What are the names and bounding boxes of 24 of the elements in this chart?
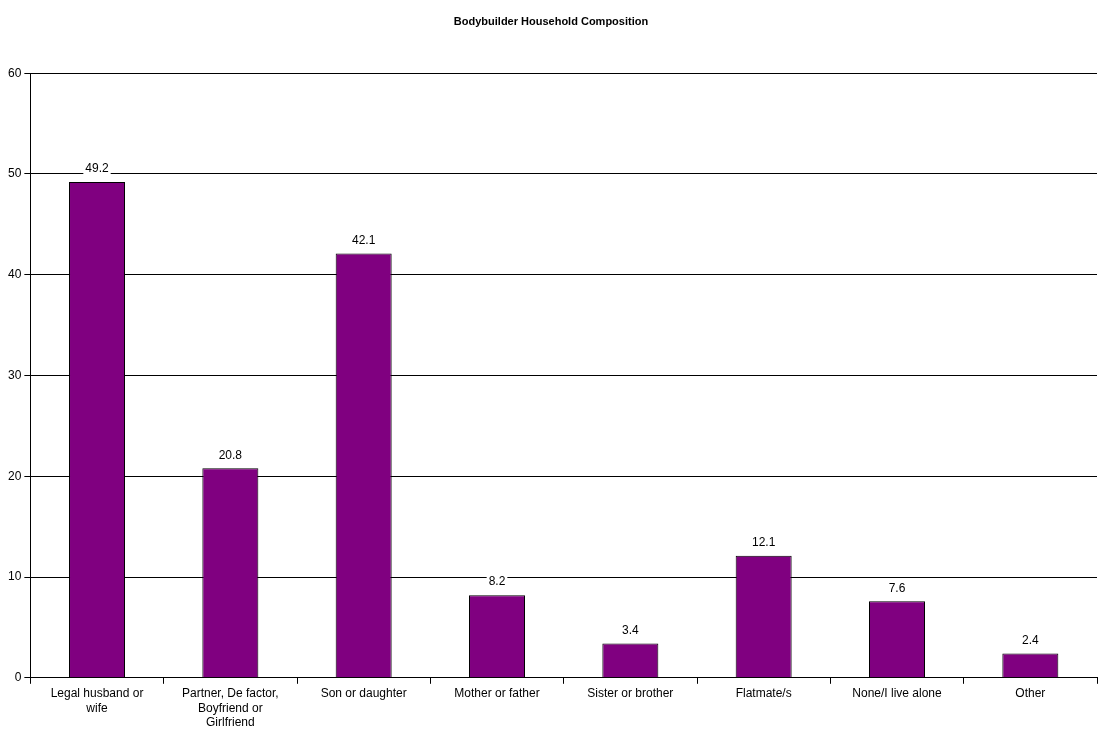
x-tick-label: None/I live alone <box>852 686 943 701</box>
x-tick-label: Son or daughter <box>320 686 407 701</box>
data-label: 42.1 <box>352 232 376 247</box>
y-tick-label: 60 <box>7 65 22 80</box>
y-tick-label: 0 <box>14 670 22 685</box>
x-tick-label: Flatmate/s <box>735 686 792 701</box>
data-label: 2.4 <box>1021 632 1039 647</box>
data-label: 3.4 <box>622 622 639 637</box>
y-tick-label: 50 <box>7 166 22 181</box>
data-label: 49.2 <box>85 161 110 176</box>
x-tick-label: Legal husband or wife <box>50 686 144 715</box>
x-tick-label: Partner, De factor, Boyfriend or Girlfriend <box>181 686 279 730</box>
x-tick-label: Mother or father <box>454 686 540 701</box>
y-tick-label: 20 <box>7 468 22 483</box>
y-tick-label: 30 <box>7 367 22 382</box>
data-label: 8.2 <box>488 574 506 589</box>
y-tick-label: 40 <box>7 267 22 282</box>
data-label: 7.6 <box>888 580 906 595</box>
x-tick-label: Other <box>1015 686 1046 701</box>
chart-title: Bodybuilder Household Composition <box>453 14 649 27</box>
data-label: 20.8 <box>218 447 243 462</box>
y-tick-label: 10 <box>7 569 22 584</box>
x-tick-label: Sister or brother <box>587 686 674 701</box>
data-label: 12.1 <box>751 535 776 550</box>
